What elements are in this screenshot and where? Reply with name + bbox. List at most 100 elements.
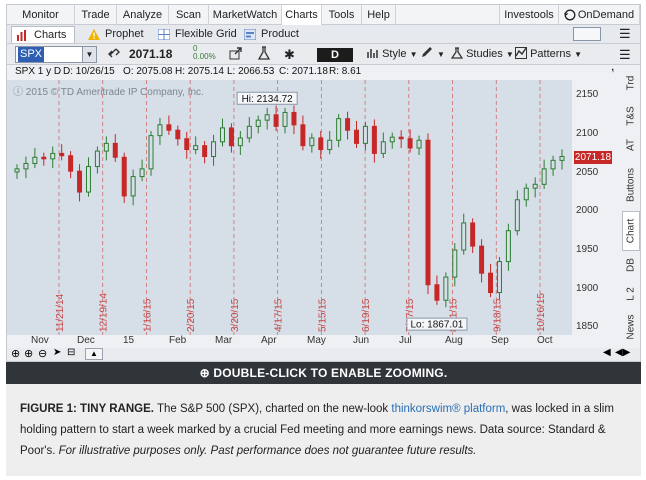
menu-scan[interactable]: Scan <box>169 5 209 25</box>
tab-prophet[interactable]: Prophet <box>83 26 153 43</box>
side-tab-db[interactable]: DB <box>622 251 640 279</box>
tab-flexible-grid[interactable]: Flexible Grid <box>153 26 238 43</box>
time-axis-tick: Jul <box>399 335 412 346</box>
info-close: C: 2071.18 <box>279 66 328 77</box>
side-tab-news[interactable]: News <box>622 309 640 345</box>
main-menu-bar: Monitor Trade Analyze Scan MarketWatch C… <box>7 5 640 25</box>
symbol-input[interactable]: SPX ▼ <box>15 46 97 63</box>
patterns-button[interactable]: Patterns ▼ <box>515 46 582 63</box>
candle-body <box>291 111 297 126</box>
share-icon[interactable] <box>229 46 243 63</box>
menu-monitor[interactable]: Monitor <box>7 5 75 25</box>
menu-ondemand[interactable]: OnDemand <box>559 5 640 25</box>
candle-body <box>166 124 172 131</box>
menu-analyze[interactable]: Analyze <box>117 5 169 25</box>
candle <box>425 133 431 295</box>
candle-body <box>416 139 422 149</box>
event-date-label: 4/17/15 <box>274 298 285 332</box>
price-axis[interactable]: 2150 2100 2050 2000 1950 1900 1850 2071.18 <box>572 65 612 335</box>
tab-product-depth[interactable]: Product Depth <box>239 26 331 57</box>
side-tab-at[interactable]: AT <box>622 131 640 159</box>
event-lines: 11/21/14 12/19/14 1/16/15 2/20/15 3/20/15 4/1… <box>55 80 547 335</box>
net-change: 0 0.00% <box>193 45 223 62</box>
cursor-icon[interactable]: ➤ <box>53 347 62 358</box>
menu-investools[interactable]: Investools <box>499 5 559 25</box>
menu-charts[interactable]: Charts <box>282 5 322 25</box>
tab-charts[interactable]: Charts <box>11 26 75 43</box>
candle-body <box>505 230 511 263</box>
reset-zoom-button[interactable]: ▲ <box>85 348 103 360</box>
pan-icon[interactable]: ⊕ <box>11 348 21 360</box>
candle-body <box>282 111 288 127</box>
caption-link[interactable]: thinkorswim® platform <box>391 403 506 415</box>
time-axis-tick: Nov <box>31 335 49 346</box>
candle <box>103 136 109 161</box>
menu-marketwatch[interactable]: MarketWatch <box>209 5 282 25</box>
zoom-range-icon[interactable]: ⊟ <box>67 347 76 358</box>
menu-tools[interactable]: Tools <box>322 5 362 25</box>
caption-text-2: , was locked in a slim holding pattern t… <box>20 403 614 457</box>
gear-icon[interactable]: ✱ <box>284 47 295 62</box>
time-axis-tick: Oct <box>537 335 553 346</box>
candle-body <box>255 119 261 127</box>
candle-body <box>14 168 20 173</box>
candle-body <box>461 222 467 251</box>
toolbar-menu-icon[interactable]: ☰ <box>619 47 631 62</box>
info-range: R: 8.61 <box>329 66 362 77</box>
high-annotation-label: Hi: 2134.72 <box>242 94 294 105</box>
event-date-label: 5/15/15 <box>317 298 328 332</box>
magnifier-icon: ⊕ <box>199 366 210 380</box>
time-axis-tick: Dec <box>77 335 95 346</box>
caption-disclaimer: For illustrative purposes only. Past per… <box>58 445 477 457</box>
side-tab-buttons[interactable]: Buttons <box>622 159 640 211</box>
zoom-banner[interactable]: ⊕ DOUBLE-CLICK TO ENABLE ZOOMING. <box>6 362 641 384</box>
time-axis[interactable]: Nov Dec 15 Feb Mar Apr May Jun Jul Aug Sep Oct <box>7 335 572 348</box>
zoom-in-icon[interactable]: ⊕ <box>24 348 34 360</box>
candle <box>371 119 377 163</box>
scroll-right-icon[interactable]: ◀▶ <box>615 347 631 358</box>
drawing-dropdown-icon[interactable]: ▼ <box>437 50 445 59</box>
price-axis-tick: 2000 <box>576 205 599 217</box>
candle-body <box>112 142 118 158</box>
period-selector[interactable]: D <box>317 48 353 62</box>
candle-body <box>139 168 145 178</box>
candle <box>139 159 145 182</box>
menu-trade[interactable]: Trade <box>75 5 117 25</box>
chart-toolbar: SPX ▼ 2071.18 0 0.00% ✱ D Style ▼ ▼ <box>7 44 640 65</box>
scroll-left-icon[interactable]: ◀ <box>603 347 611 358</box>
tabrow-menu-icon[interactable]: ☰ <box>619 26 631 41</box>
style-button[interactable]: Style ▼ <box>367 46 418 63</box>
side-tab-l2[interactable]: L 2 <box>622 279 640 309</box>
candle-body <box>380 141 386 154</box>
side-gadget-tabs: Trd T&S AT Buttons Chart DB L 2 News <box>622 65 640 345</box>
side-tab-chart[interactable]: Chart <box>622 211 640 251</box>
link-icon[interactable] <box>107 46 121 63</box>
info-high: H: 2075.14 <box>175 66 224 77</box>
side-tab-news-label: News <box>625 314 637 340</box>
candle <box>282 107 288 134</box>
candle-body <box>452 249 458 278</box>
event-date-label: 8/21/15 <box>449 298 460 332</box>
symbol-dropdown-icon[interactable]: ▼ <box>82 47 96 62</box>
candle-body <box>85 166 91 193</box>
menu-help[interactable]: Help <box>362 5 396 25</box>
studies-button[interactable]: Studies ▼ <box>450 46 514 63</box>
price-chart[interactable]: 11/21/14 12/19/14 1/16/15 2/20/15 3/20/15 4/1… <box>7 80 572 335</box>
zoom-out-icon[interactable]: ⊖ <box>38 348 48 360</box>
side-tab-ts[interactable]: T&S <box>622 101 640 131</box>
layout-selector[interactable] <box>573 27 601 41</box>
flask-icon[interactable] <box>257 46 271 63</box>
side-tab-ts-label: T&S <box>625 106 637 126</box>
candle <box>112 134 118 162</box>
candle-body <box>318 137 324 151</box>
side-tab-trd[interactable]: Trd <box>622 65 640 101</box>
drawing-pencil-icon[interactable] <box>421 46 433 63</box>
time-axis-tick: Jun <box>353 335 370 346</box>
candle <box>148 131 154 176</box>
patterns-dropdown-icon: ▼ <box>574 50 583 59</box>
annotations: Hi: 2134.72 Lo: 1867.01 <box>236 91 468 331</box>
candle <box>488 263 494 298</box>
candle <box>470 218 476 254</box>
studies-dropdown-icon: ▼ <box>505 50 514 59</box>
net-change-percent: 0.00% <box>193 52 216 61</box>
